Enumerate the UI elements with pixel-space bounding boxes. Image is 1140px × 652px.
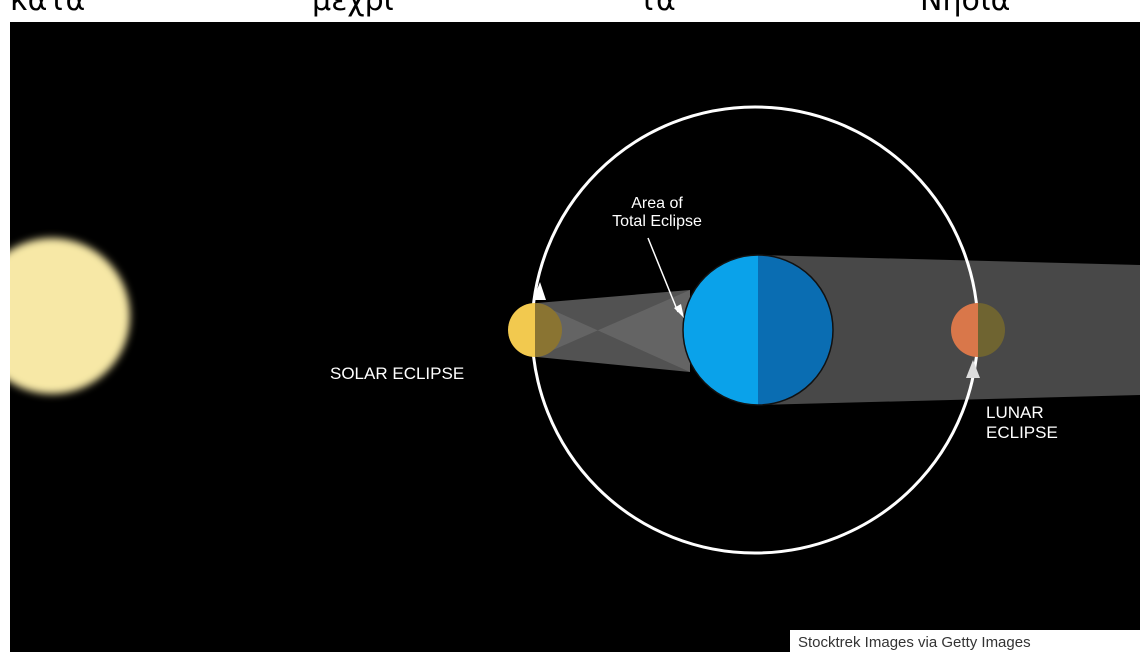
credit: Stocktrek Images via Getty Images bbox=[798, 634, 1031, 651]
area-label: Area of bbox=[631, 195, 683, 212]
header: κατά μέχρι τα Νησιά bbox=[10, 0, 1010, 18]
header-word: τα bbox=[638, 0, 676, 18]
lunar-label: ECLIPSE bbox=[986, 423, 1058, 442]
header-word: Νησιά bbox=[920, 0, 1010, 18]
eclipse-image: Area of Total Eclipse SOLAR ECLIPSE LUNA… bbox=[0, 22, 1140, 652]
screenshot: κατά μέχρι τα Νησιά Area of Total Eclips… bbox=[0, 0, 1140, 652]
page: κατά μέχρι τα Νησιά Area of Total Eclips… bbox=[0, 0, 1140, 652]
header-word: μέχρι bbox=[312, 0, 394, 18]
area-label: Total Eclipse bbox=[612, 213, 702, 230]
lunar-label: LUNAR bbox=[986, 403, 1044, 422]
header-word: κατά bbox=[10, 0, 85, 18]
solar-label: SOLAR ECLIPSE bbox=[330, 364, 464, 383]
